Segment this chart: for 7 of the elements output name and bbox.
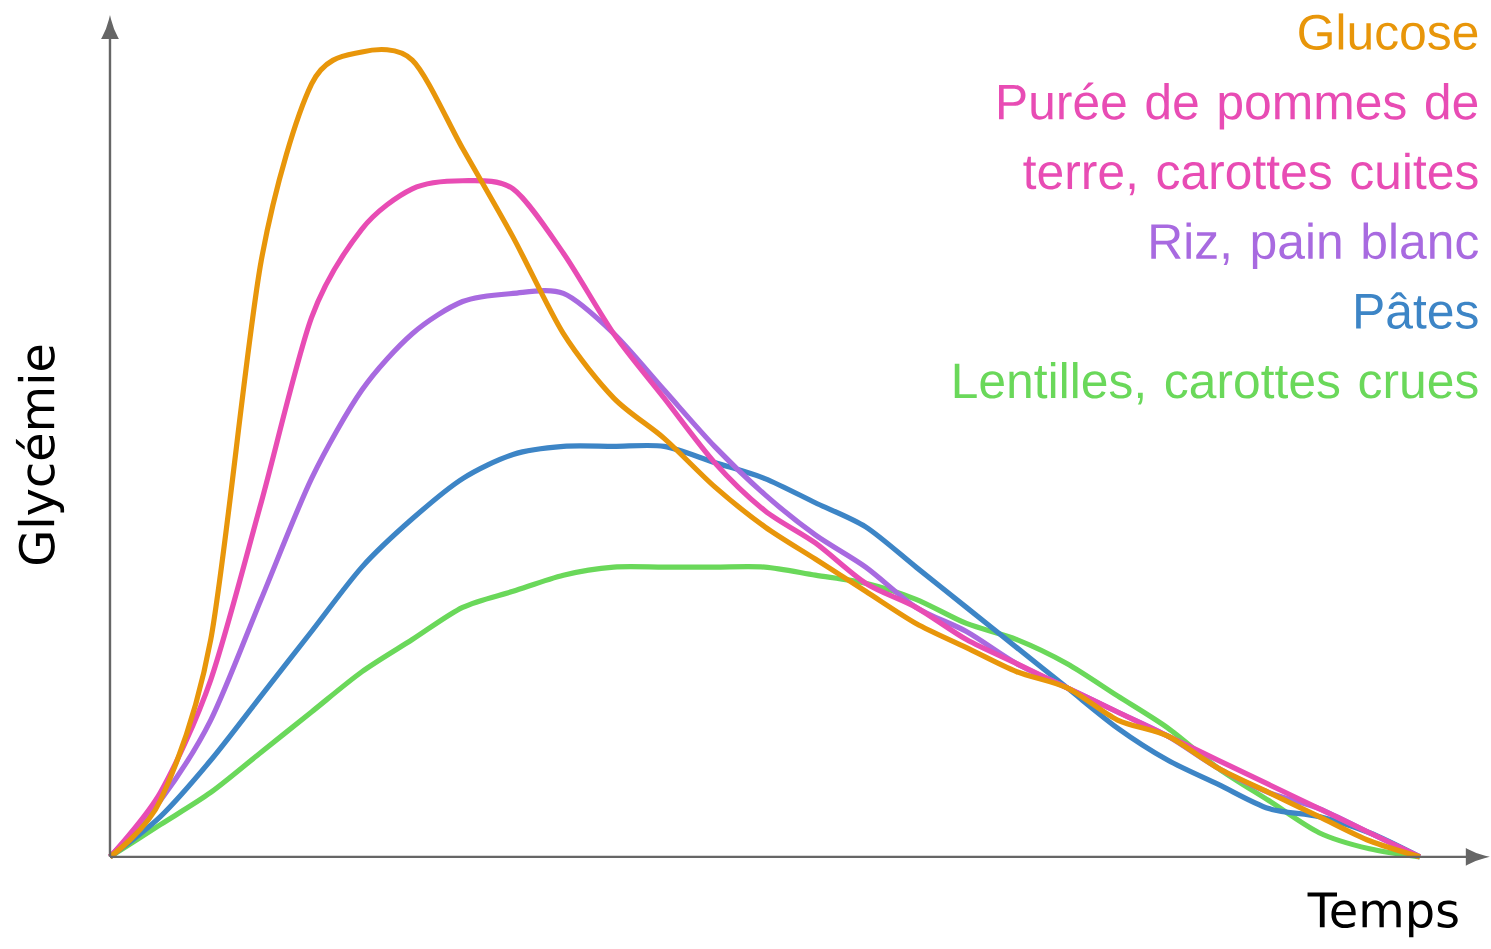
text: Glucose <box>1299 13 1478 51</box>
y-axis-title: Glycémie <box>15 345 65 565</box>
text: Riz, pain blanc <box>1151 222 1478 270</box>
text: Purée de pommes de terre, carottes cuites <box>999 82 1478 196</box>
text: Lentilles, carottes crues <box>954 362 1478 405</box>
x-axis-title: Temps <box>1307 892 1458 938</box>
text: Pâtes <box>1356 292 1478 329</box>
